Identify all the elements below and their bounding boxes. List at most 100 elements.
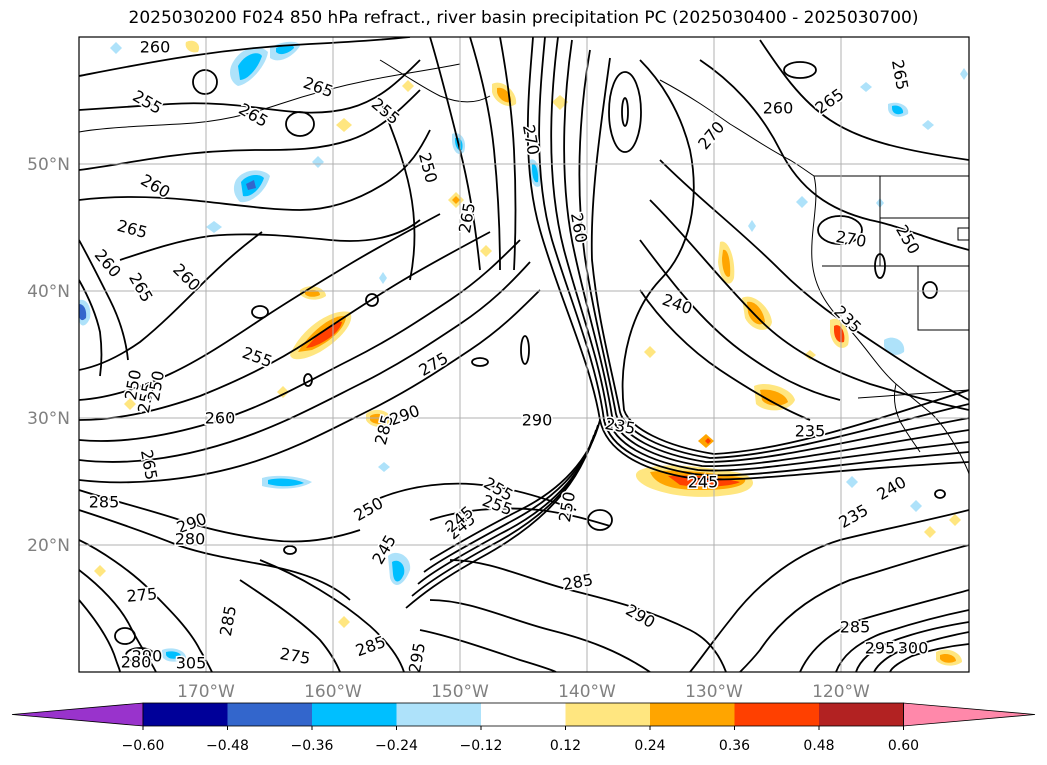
contour-line bbox=[79, 289, 541, 484]
contour-line bbox=[125, 647, 155, 663]
contour-label: 285 bbox=[561, 570, 594, 594]
contour-line bbox=[79, 213, 441, 401]
anomaly-negative bbox=[892, 105, 904, 115]
anomaly-negative bbox=[110, 42, 122, 54]
contour-line bbox=[405, 439, 593, 609]
contour-label: 245 bbox=[688, 473, 719, 492]
contour-line bbox=[192, 69, 218, 95]
contour-label: 270 bbox=[519, 123, 543, 156]
anomaly-negative bbox=[910, 500, 922, 512]
contour-label: 300 bbox=[898, 639, 929, 658]
coastline-alaska bbox=[659, 79, 815, 177]
contour-label: 260 bbox=[140, 38, 171, 57]
contour-line bbox=[538, 37, 969, 477]
anomaly-positive bbox=[804, 350, 816, 360]
contour-line bbox=[423, 424, 599, 573]
contour-line bbox=[520, 335, 530, 365]
anomaly-negative bbox=[79, 304, 87, 321]
anomaly-positive bbox=[747, 301, 765, 325]
contour-line bbox=[817, 215, 863, 245]
contour-line bbox=[119, 219, 421, 261]
anomaly-positive bbox=[644, 346, 656, 358]
anomaly-negative bbox=[922, 120, 934, 130]
state-border bbox=[917, 266, 969, 331]
anomaly-negative bbox=[796, 196, 808, 208]
anomaly-positive bbox=[722, 249, 731, 277]
contour-line bbox=[79, 239, 521, 442]
colorbar-tick-label: −0.24 bbox=[375, 738, 418, 754]
anomaly-negative bbox=[960, 68, 968, 80]
contour-line bbox=[303, 373, 313, 387]
contour-line bbox=[608, 71, 642, 153]
contour-line bbox=[79, 599, 121, 672]
colorbar-tick-label: 0.12 bbox=[550, 738, 581, 754]
contour-line bbox=[251, 305, 269, 319]
colorbar-segment bbox=[481, 703, 566, 726]
anomaly-positive bbox=[668, 475, 740, 487]
contour-label: 250 bbox=[144, 369, 168, 402]
anomaly-positive bbox=[305, 289, 320, 297]
contour-line bbox=[699, 59, 969, 251]
anomaly-positive bbox=[185, 40, 200, 53]
colorbar-segment bbox=[143, 703, 228, 726]
contour-line bbox=[79, 261, 531, 463]
anomaly-positive bbox=[94, 565, 106, 577]
anomaly-positive bbox=[497, 87, 512, 103]
lon-label: 140°W bbox=[558, 682, 616, 702]
contour-line bbox=[365, 293, 379, 307]
contour-line bbox=[578, 49, 969, 463]
anomaly-negative bbox=[392, 560, 405, 582]
anomaly-negative bbox=[884, 337, 905, 355]
figure-title: 2025030200 F024 850 hPa refract., river … bbox=[128, 8, 919, 28]
contour-line bbox=[563, 39, 969, 468]
contour-line bbox=[873, 631, 969, 672]
anomaly-positive bbox=[924, 526, 936, 538]
gridlines bbox=[79, 37, 969, 672]
contour-line bbox=[285, 111, 315, 137]
colorbar-extend-max bbox=[903, 702, 1036, 727]
contour-label: 295 bbox=[865, 639, 896, 658]
state-border bbox=[957, 227, 969, 241]
contour-line bbox=[79, 37, 411, 77]
contour-line bbox=[79, 231, 263, 371]
colorbar-tick-label: 0.24 bbox=[634, 738, 665, 754]
coastlines bbox=[79, 59, 969, 475]
colorbar-segment bbox=[565, 703, 651, 726]
contour-line bbox=[449, 559, 727, 672]
colorbar-tick-label: −0.48 bbox=[206, 738, 249, 754]
contour-line bbox=[283, 545, 297, 555]
colorbar-segment bbox=[312, 703, 397, 726]
contour-line bbox=[783, 61, 817, 79]
contour-label: 260 bbox=[205, 409, 236, 428]
contour-line bbox=[759, 39, 969, 161]
anomaly-positive bbox=[480, 245, 492, 257]
colorbar-tick-label: 0.48 bbox=[803, 738, 834, 754]
lon-label: 170°W bbox=[177, 682, 235, 702]
coastline-baja bbox=[893, 383, 921, 453]
anomaly-negative bbox=[846, 476, 858, 488]
contour-line bbox=[259, 559, 405, 672]
contour-line bbox=[590, 57, 969, 459]
anomaly-negative bbox=[268, 478, 304, 487]
lat-label: 40°N bbox=[27, 282, 70, 302]
contour-line bbox=[429, 599, 651, 672]
contour-line bbox=[639, 239, 841, 401]
anomaly-negative bbox=[246, 180, 256, 190]
latitude-labels: 50°N 40°N 30°N 20°N bbox=[27, 155, 70, 556]
anomaly-positive bbox=[949, 514, 961, 526]
contour-line bbox=[79, 279, 103, 377]
contour-line bbox=[429, 507, 611, 527]
contour-line bbox=[526, 37, 969, 481]
map-panel bbox=[79, 37, 969, 672]
colorbar-segment bbox=[396, 703, 482, 726]
lon-label: 160°W bbox=[304, 682, 362, 702]
anomaly-positive bbox=[452, 196, 460, 204]
anomaly-negative bbox=[532, 163, 539, 183]
coastline-alaska bbox=[379, 59, 491, 103]
contour-label: 290 bbox=[522, 411, 553, 430]
contour-line bbox=[419, 629, 557, 672]
anomaly-negative bbox=[860, 82, 872, 92]
contour-line bbox=[889, 643, 969, 672]
